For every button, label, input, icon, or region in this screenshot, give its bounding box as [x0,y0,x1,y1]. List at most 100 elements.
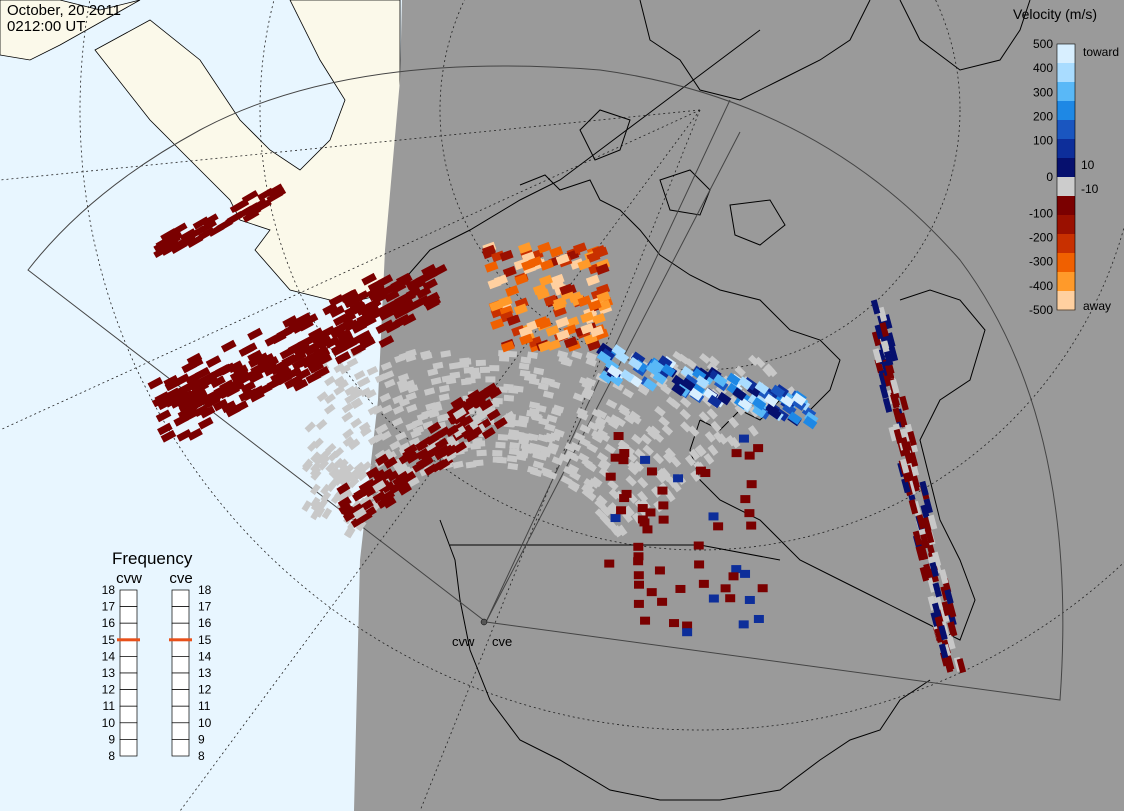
velocity-cell [204,394,221,407]
ground-scatter-cell [571,350,583,360]
ground-scatter-cell [532,460,544,470]
velocity-cell [924,528,935,544]
colorbar-tick-label: 0 [1046,170,1053,184]
velocity-cell [634,580,645,589]
velocity-cell [232,198,250,213]
ground-scatter-cell [573,432,586,442]
velocity-cell [923,498,933,514]
colorbar-segment [1057,158,1075,178]
velocity-cell [555,316,570,329]
velocity-cell [170,222,188,236]
ground-scatter-cell [353,370,366,381]
velocity-cell [378,308,395,321]
frequency-cell [119,739,138,757]
ground-scatter-cell [397,373,410,383]
velocity-cell [187,357,204,370]
ground-scatter-cell [347,476,360,489]
velocity-cell [365,466,380,479]
velocity-cell [221,400,237,414]
velocity-cell [257,187,275,201]
velocity-cell [642,378,658,392]
colorbar-title: Velocity (m/s) [1013,6,1098,22]
velocity-cell [431,460,446,473]
velocity-cell [744,509,755,518]
velocity-cell [247,349,263,363]
frequency-tick-label: 14 [102,649,116,663]
velocity-cell [938,625,948,641]
siberia-land [0,0,141,61]
ground-scatter-cell [655,471,667,484]
ground-scatter-cell [609,414,622,425]
velocity-cell [291,357,308,371]
velocity-cell [157,422,173,436]
velocity-cell [657,355,673,369]
velocity-cell [490,318,505,330]
colorbar-segment [1057,63,1075,83]
velocity-cell [649,359,665,373]
colorbar-tick-label: 10 [1081,158,1095,172]
ground-scatter-cell [384,378,396,389]
velocity-cell [205,355,222,368]
ground-scatter-cell [342,436,355,447]
ground-scatter-cell [367,434,380,446]
velocity-cell [398,483,412,496]
frequency-tick-label: 17 [198,600,212,614]
ground-scatter-cell [689,448,701,461]
ground-scatter-cell [654,405,666,417]
velocity-cell [505,285,520,297]
velocity-cell [610,453,621,462]
ground-scatter-cell [706,408,718,420]
ground-scatter-cell [764,363,776,375]
ground-scatter-cell [304,421,316,433]
velocity-cell [607,364,622,379]
ground-scatter-cell [492,450,503,457]
velocity-cell [908,499,919,515]
ground-scatter-cell [558,453,571,463]
frequency-indicator [117,638,140,642]
velocity-cell [898,412,908,428]
velocity-cell [658,501,669,510]
frequency-cell [171,689,190,707]
velocity-cell [585,274,600,287]
velocity-cell [922,516,932,533]
velocity-cell [619,494,630,503]
velocity-cell [751,397,767,411]
frequency-tick-label: 18 [102,583,116,597]
ground-scatter-cell [658,416,670,428]
colorbar-segment [1057,120,1075,140]
velocity-cell [341,505,356,519]
colorbar-segment [1057,177,1075,197]
ground-scatter-cell [489,365,500,372]
ground-scatter-cell [339,364,351,375]
velocity-cell [292,378,309,392]
ground-scatter-cell [576,411,589,421]
ground-scatter-cell [533,367,545,376]
velocity-cell [164,387,181,401]
ground-scatter-cell [475,359,486,367]
velocity-cell [877,306,888,322]
velocity-cell [468,426,483,439]
frequency-tick-label: 14 [198,649,212,663]
ground-scatter-cell [320,483,332,496]
ground-scatter-cell [498,355,510,362]
velocity-cell [199,405,216,419]
ground-scatter-cell [642,444,654,456]
colorbar-segment [1057,82,1075,102]
ground-scatter-cell [392,405,405,415]
ground-scatter-cell [704,431,716,443]
ground-scatter-cell [586,442,599,454]
ground-scatter-cell [395,431,407,442]
velocity-cell [753,614,764,623]
velocity-cell [941,601,951,617]
velocity-cell [183,408,199,422]
ground-scatter-cell [479,366,491,373]
frequency-cell [119,606,138,624]
colorbar-segment [1057,44,1075,64]
velocity-cell [452,425,467,438]
velocity-cell [247,327,263,341]
velocity-cell [498,295,513,308]
ground-scatter-cell [398,397,411,408]
ground-scatter-cell [617,404,630,415]
frequency-tick-label: 16 [198,616,212,630]
ground-scatter-cell [391,417,404,427]
